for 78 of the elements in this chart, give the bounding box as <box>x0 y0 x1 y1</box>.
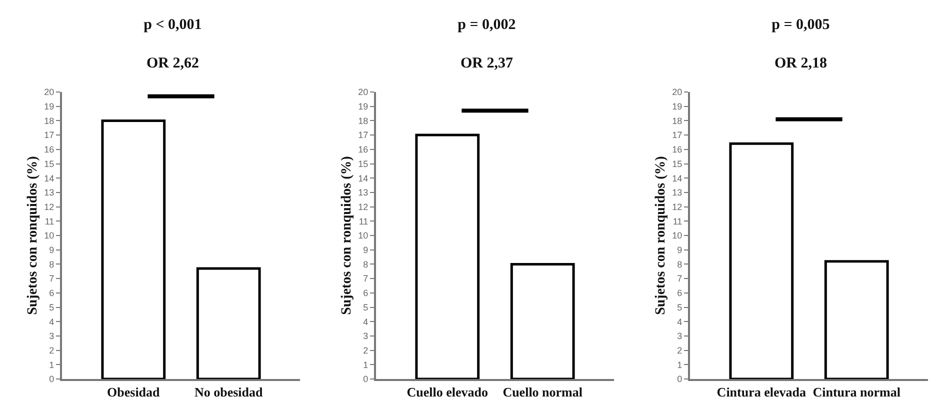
y-tick-label: 18 <box>44 116 54 126</box>
y-tick-label: 8 <box>363 259 368 270</box>
y-tick-label: 0 <box>49 374 54 384</box>
chart-subtitle: OR 2,37 <box>460 56 514 72</box>
y-tick-label: 15 <box>44 158 54 169</box>
y-tick-label: 19 <box>672 102 682 112</box>
y-tick-label: 4 <box>363 316 368 327</box>
x-tick-label: Cintura elevada <box>716 384 806 400</box>
y-tick-label: 11 <box>44 216 54 226</box>
y-tick-label: 5 <box>677 302 682 312</box>
y-tick-label: 15 <box>672 158 682 169</box>
y-tick-label: 6 <box>363 288 368 298</box>
y-tick-label: 1 <box>363 360 368 370</box>
y-tick-label: 19 <box>44 102 54 112</box>
y-tick-label: 18 <box>672 116 682 126</box>
x-tick-label: Obesidad <box>107 384 161 400</box>
y-tick-label: 10 <box>672 230 682 241</box>
y-tick-label: 3 <box>363 331 368 342</box>
x-tick-label: Cuello normal <box>502 384 583 400</box>
y-tick-label: 9 <box>677 245 682 255</box>
y-tick-label: 14 <box>358 173 368 184</box>
y-tick-label: 18 <box>358 116 368 126</box>
y-tick-label: 2 <box>363 345 368 356</box>
y-tick-label: 16 <box>358 144 368 155</box>
y-tick-label: 17 <box>44 130 54 140</box>
y-tick-label: 16 <box>672 144 682 155</box>
y-tick-label: 12 <box>358 202 368 212</box>
y-tick-label: 0 <box>363 374 368 384</box>
y-tick-label: 20 <box>358 87 368 98</box>
y-tick-label: 20 <box>672 87 682 98</box>
chart-title: p = 0,005 <box>772 17 830 34</box>
y-tick-label: 8 <box>49 259 54 270</box>
y-tick-label: 6 <box>49 288 54 298</box>
y-tick-label: 11 <box>672 216 682 226</box>
x-tick-label: Cuello elevado <box>406 384 488 400</box>
y-tick-label: 10 <box>358 230 368 241</box>
y-tick-label: 14 <box>44 173 54 184</box>
y-tick-label: 19 <box>358 102 368 112</box>
y-tick-label: 1 <box>49 360 54 370</box>
y-tick-label: 12 <box>44 202 54 212</box>
y-tick-label: 13 <box>358 188 368 198</box>
y-tick-label: 2 <box>677 345 682 356</box>
y-tick-label: 7 <box>49 274 54 284</box>
x-tick-label: Cintura normal <box>812 384 901 400</box>
y-tick-label: 15 <box>358 158 368 169</box>
y-tick-label: 3 <box>677 331 682 342</box>
y-tick-label: 5 <box>49 302 54 312</box>
y-tick-label: 9 <box>49 245 54 255</box>
y-tick-label: 9 <box>363 245 368 255</box>
y-tick-label: 1 <box>677 360 682 370</box>
y-tick-label: 4 <box>49 316 54 327</box>
y-tick-label: 6 <box>677 288 682 298</box>
y-axis-title: Sujetos con ronquidos (%) <box>25 156 40 315</box>
y-tick-label: 7 <box>363 274 368 284</box>
y-axis-title: Sujetos con ronquidos (%) <box>339 156 354 315</box>
x-tick-label: No obesidad <box>194 384 264 400</box>
y-tick-label: 5 <box>363 302 368 312</box>
chart-title: p = 0,002 <box>458 17 516 34</box>
y-tick-label: 11 <box>358 216 368 226</box>
y-tick-label: 4 <box>677 316 682 327</box>
y-tick-label: 0 <box>677 374 682 384</box>
y-tick-label: 16 <box>44 144 54 155</box>
y-tick-label: 17 <box>672 130 682 140</box>
y-tick-label: 17 <box>358 130 368 140</box>
y-tick-label: 3 <box>49 331 54 342</box>
y-tick-label: 20 <box>44 87 54 98</box>
y-tick-label: 7 <box>677 274 682 284</box>
y-tick-label: 8 <box>677 259 682 270</box>
chart-subtitle: OR 2,62 <box>146 56 199 72</box>
y-tick-label: 13 <box>44 188 54 198</box>
y-tick-label: 13 <box>672 188 682 198</box>
chart-title: p < 0,001 <box>144 17 202 34</box>
chart-subtitle: OR 2,18 <box>774 56 827 72</box>
y-tick-label: 14 <box>672 173 682 184</box>
y-tick-label: 12 <box>672 202 682 212</box>
y-axis-title: Sujetos con ronquidos (%) <box>653 156 668 315</box>
y-tick-label: 10 <box>44 230 54 241</box>
y-tick-label: 2 <box>49 345 54 356</box>
